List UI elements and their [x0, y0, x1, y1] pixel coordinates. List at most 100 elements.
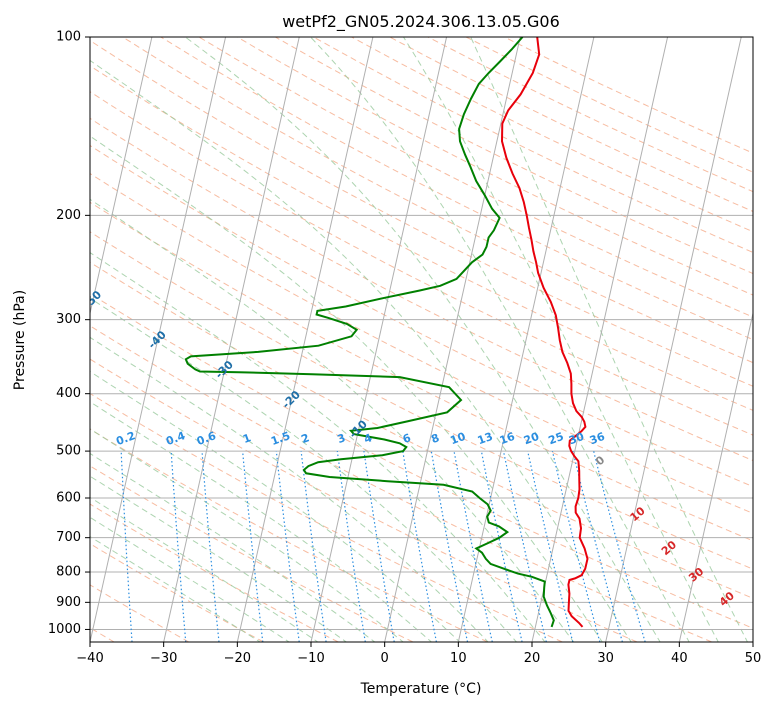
moist-adiabat-line: [310, 37, 690, 642]
isotherm-line: [90, 37, 227, 642]
isotherm-line: [457, 37, 595, 642]
mixing-ratio-line: [593, 450, 646, 642]
mixing-ratio-line: [551, 450, 601, 642]
moist-adiabat-line: [90, 370, 461, 642]
isotherm-line: [163, 37, 300, 642]
dry-adiabat-line: [90, 231, 753, 570]
x-tick-label: −40: [76, 651, 103, 666]
mixing-ratio-label: 2: [300, 431, 312, 446]
temperature-line: [500, 37, 589, 628]
x-axis-label: Temperature (°C): [360, 681, 482, 697]
isotherm-line: [384, 37, 521, 642]
dry-adiabat-line: [90, 465, 414, 642]
moist-adiabat-line: [470, 37, 749, 642]
moist-adiabat-line: [90, 336, 489, 642]
dry-adiabat-line: [90, 144, 753, 488]
x-tick-label: 0: [381, 651, 389, 666]
mixing-ratio-line: [572, 450, 623, 642]
mixing-ratio-line: [527, 450, 574, 642]
mixing-ratio-label: 6: [401, 431, 413, 446]
chart-title: wetPf2_GN05.2024.306.13.05.G06: [282, 12, 560, 32]
mixing-ratio-line: [300, 451, 327, 642]
mixing-ratio-line: [502, 450, 547, 642]
x-tick-label: −30: [150, 651, 177, 666]
dry-adiabat-line: [90, 584, 190, 642]
isotherm-line: [531, 37, 669, 642]
y-tick-label: 300: [56, 312, 81, 327]
mixing-ratio-label: 36: [588, 430, 607, 448]
mixing-ratio-label: 0.4: [164, 429, 187, 448]
x-tick-label: 40: [671, 651, 688, 666]
y-axis: 100 200 300 400 500 600 700 800 900 1000: [48, 30, 90, 637]
y-tick-label: 600: [56, 491, 81, 506]
isotherm-line: [605, 37, 742, 642]
moist-adiabat-line: [185, 37, 661, 642]
background-lines: [90, 37, 753, 642]
mixing-ratio-line: [170, 451, 187, 642]
mixing-ratio-label: 0.6: [195, 429, 218, 448]
moist-adiabat-line: [90, 297, 518, 642]
mixing-ratio-line: [201, 451, 220, 642]
x-tick-label: −10: [297, 651, 324, 666]
dry-adiabat-line: [90, 91, 753, 436]
mixing-ratio-label: 25: [547, 430, 566, 447]
moist-adiabat-line: [403, 37, 719, 642]
moist-adiabat-line: [90, 475, 348, 642]
moist-adiabat-line: [90, 428, 404, 642]
dry-adiabat-line: [160, 37, 753, 341]
dry-adiabat-line: [90, 503, 339, 642]
x-tick-label: 20: [524, 651, 541, 666]
y-tick-label: 1000: [48, 622, 81, 637]
mixing-ratio-label: 16: [498, 430, 517, 448]
mixing-ratio-line: [275, 451, 300, 642]
dry-adiabat-line: [198, 37, 753, 318]
dry-adiabat-line: [90, 39, 753, 387]
x-tick-label: −20: [224, 651, 251, 666]
moist-adiabat-line: [90, 59, 632, 642]
isotherm-line: [90, 37, 153, 316]
mixing-ratio-label: 1.5: [269, 429, 292, 448]
mixing-ratio-label: 10: [448, 430, 467, 448]
isotherm-line: [678, 310, 753, 642]
isotherm-line: [236, 37, 374, 642]
mixing-ratio-lines: [120, 450, 646, 642]
y-axis-label: Pressure (hPa): [12, 290, 28, 390]
x-axis: −40 −30 −20 −10 0 10 20 30 40 50: [76, 642, 761, 666]
dry-adiabat-line: [90, 201, 753, 542]
mixing-ratio-line: [430, 450, 469, 642]
mixing-ratio-label: 13: [476, 430, 495, 447]
moist-adiabat-line: [90, 401, 433, 642]
x-tick-label: 50: [745, 651, 762, 666]
moist-adiabat-line: [90, 198, 575, 642]
mixing-ratio-label: 8: [429, 431, 441, 446]
y-tick-label: 900: [56, 595, 81, 610]
mixing-ratio-label: 4: [362, 431, 374, 446]
mixing-ratio-label: 3: [336, 431, 348, 446]
mixing-ratio-label: 30: [567, 430, 586, 448]
y-tick-label: 500: [56, 444, 81, 459]
y-tick-label: 700: [56, 530, 81, 545]
dry-adiabat-line: [90, 358, 638, 642]
profiles: [184, 37, 589, 628]
plot-frame: [89, 36, 754, 643]
mixing-ratio-line: [453, 450, 493, 642]
plot-area: [90, 37, 753, 642]
dry-adiabat-line: [90, 65, 753, 411]
moist-adiabat-line: [90, 452, 376, 642]
mixing-ratio-label: 1: [241, 431, 253, 446]
mixing-ratio-label: 0.2: [114, 429, 137, 448]
mixing-ratio-line: [242, 451, 264, 642]
isotherm-line: [310, 37, 448, 642]
mixing-ratio-line: [480, 450, 523, 642]
y-tick-label: 400: [56, 386, 81, 401]
moist-adiabat-line: [90, 252, 546, 642]
y-tick-label: 800: [56, 565, 81, 580]
x-tick-label: 30: [597, 651, 614, 666]
dry-adiabat-line: [90, 172, 753, 514]
mixing-ratio-label: 20: [522, 430, 541, 448]
mixing-ratio-line: [336, 451, 366, 642]
dewpoint-line: [184, 37, 555, 628]
y-tick-label: 200: [56, 208, 81, 223]
x-tick-label: 10: [450, 651, 467, 666]
